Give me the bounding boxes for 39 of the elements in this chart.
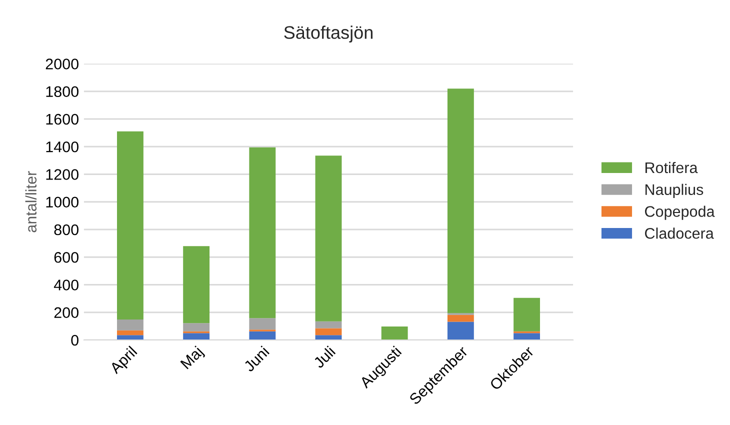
y-tick-label: 1600	[46, 114, 78, 125]
y-tick-label: 0	[71, 334, 78, 346]
y-tick-label: 600	[54, 252, 78, 263]
bar	[315, 328, 342, 336]
bar	[315, 335, 342, 340]
chart-title: Sätoftasjön	[284, 26, 372, 42]
y-tick-label: 1400	[46, 141, 78, 152]
legend-label: Copepoda	[645, 206, 715, 220]
bar	[315, 321, 342, 328]
bar	[447, 88, 474, 314]
bar	[183, 323, 210, 332]
bar	[249, 331, 276, 340]
bar	[249, 318, 276, 330]
bar	[116, 335, 144, 340]
y-tick-label: 1000	[46, 196, 78, 208]
y-tick-label: 200	[54, 307, 78, 318]
y-tick-label: 1200	[46, 169, 78, 180]
x-tick-label: Maj	[180, 346, 206, 372]
bar	[315, 156, 342, 322]
legend-label: Nauplius	[646, 184, 704, 198]
bar	[514, 298, 540, 332]
y-tick-label: 1800	[46, 86, 78, 98]
bar	[447, 314, 474, 322]
legend-label: Cladocera	[645, 228, 714, 239]
bar	[249, 147, 276, 318]
bar	[183, 246, 210, 324]
x-tick-label: Juli	[312, 346, 336, 369]
y-tick-label: 2000	[46, 58, 78, 70]
bar	[183, 333, 210, 340]
bar	[447, 322, 474, 340]
bar	[116, 330, 144, 336]
y-axis-title: antal/liter	[25, 171, 37, 232]
bar	[116, 131, 144, 320]
legend-label: Rotifera	[646, 162, 698, 174]
bar	[116, 320, 144, 330]
bar	[381, 326, 408, 340]
y-tick-label: 400	[54, 280, 78, 290]
y-tick-label: 800	[54, 224, 78, 236]
bar	[514, 333, 540, 340]
